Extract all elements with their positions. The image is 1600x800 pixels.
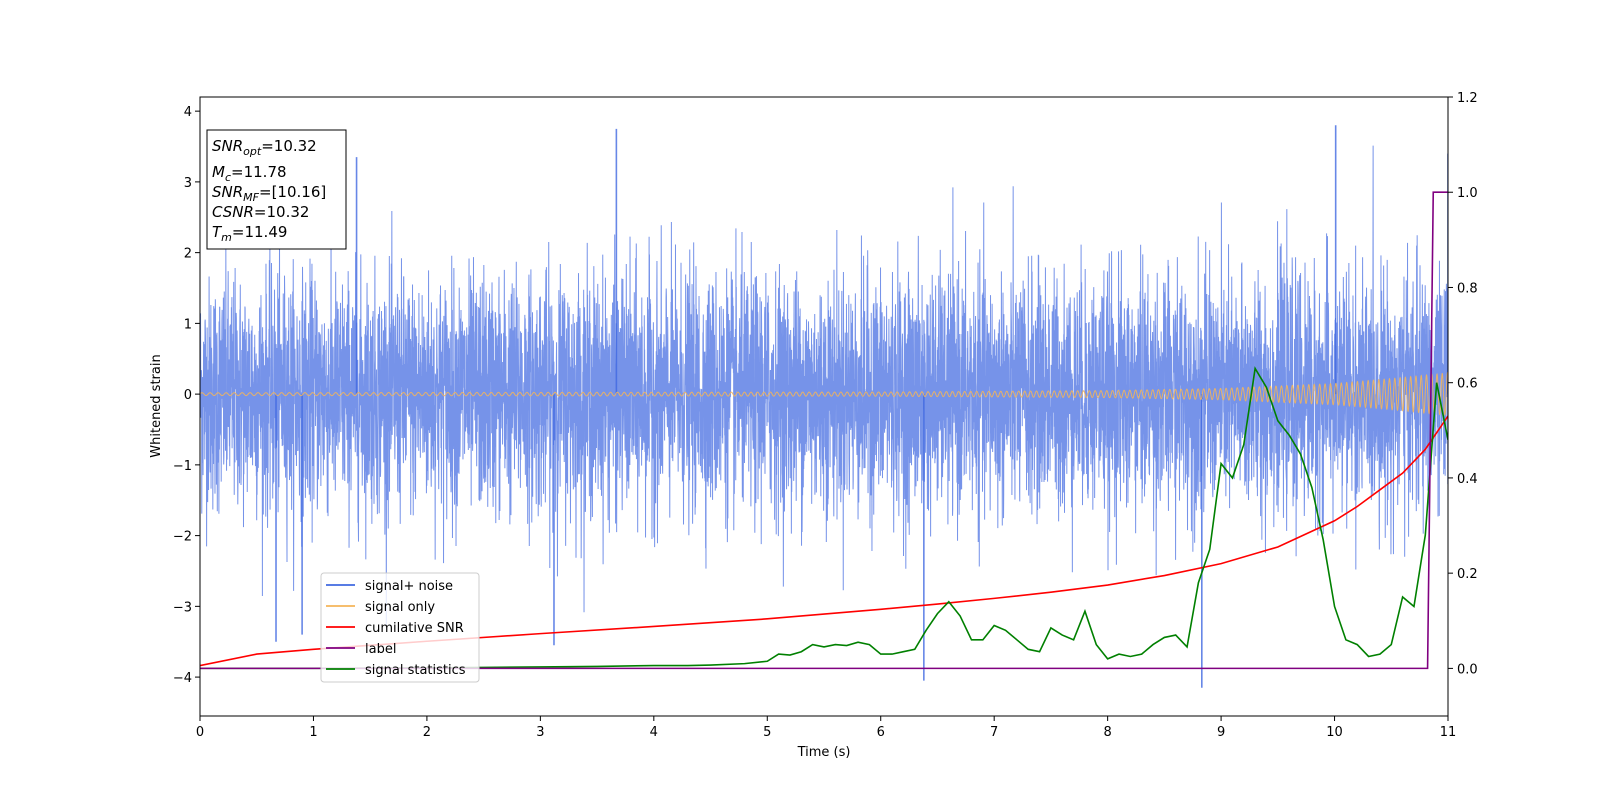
y2-tick-label: 0.8 — [1457, 281, 1478, 296]
x-tick-label: 7 — [990, 725, 998, 740]
x-tick-label: 3 — [536, 725, 544, 740]
series-signal-statistics-line — [200, 366, 1448, 670]
y-tick-label: −4 — [173, 671, 192, 686]
y-tick-label: −1 — [173, 459, 192, 474]
legend: signal+ noise signal only cumilative SNR la… — [320, 572, 480, 683]
y2-tick-label: 0.4 — [1457, 472, 1478, 487]
x-tick-label: 0 — [196, 725, 204, 740]
x-tick-label: 10 — [1326, 725, 1343, 740]
x-tick-label: 8 — [1103, 725, 1111, 740]
annotation-line: SNRopt=10.32 — [212, 137, 317, 158]
x-tick-label: 4 — [650, 725, 658, 740]
y-tick-label: −2 — [173, 530, 192, 545]
y-tick-label: −3 — [173, 600, 192, 615]
y-tick-label: 4 — [184, 105, 192, 120]
y-axis-label: Whitened strain — [149, 354, 164, 457]
y2-tick-label: 1.0 — [1457, 186, 1478, 201]
x-tick-label: 6 — [877, 725, 885, 740]
series-signal-only-line — [200, 372, 1448, 416]
y2-tick-label: 1.2 — [1457, 91, 1478, 106]
x-axis-label: Time (s) — [797, 745, 851, 760]
legend-label: signal statistics — [365, 663, 466, 678]
legend-label: cumilative SNR — [365, 621, 464, 636]
annotation-box: SNRopt=10.32 Mc=11.78SNRMF=[10.16]CSNR=10… — [206, 129, 347, 250]
annotation-frame — [206, 129, 347, 250]
x-tick-label: 11 — [1440, 725, 1457, 740]
y-tick-label: 2 — [184, 247, 192, 262]
legend-frame — [320, 572, 480, 683]
legend-label: signal+ noise — [365, 579, 453, 594]
annotation-line: Mc=11.78 — [212, 163, 287, 184]
y-tick-label: 3 — [184, 176, 192, 191]
x-tick-label: 2 — [423, 725, 431, 740]
plot-frame — [199, 96, 1449, 717]
x-tick-label: 1 — [309, 725, 317, 740]
annotation-line: CSNR=10.32 — [212, 203, 309, 221]
series-signal-noise-line — [200, 145, 1448, 628]
annotation-line: SNRMF=[10.16] — [212, 183, 326, 204]
x-tick-label: 9 — [1217, 725, 1225, 740]
x-tick-label: 5 — [763, 725, 771, 740]
axes-layer: 0 1 2 3 4 5 6 7 8 9 10 1143210−1−2−3−41.21.00.80.60… — [173, 91, 1478, 740]
y-tick-label: 0 — [184, 388, 192, 403]
series-label-line — [200, 191, 1448, 670]
y2-tick-label: 0.2 — [1457, 567, 1478, 582]
y2-tick-label: 0.6 — [1457, 377, 1478, 392]
y-tick-label: 1 — [184, 317, 192, 332]
legend-label: label — [365, 642, 396, 657]
annotation-line: Tm=11.49 — [212, 223, 287, 244]
y2-tick-label: 0.0 — [1457, 662, 1478, 677]
legend-label: signal only — [365, 600, 435, 615]
